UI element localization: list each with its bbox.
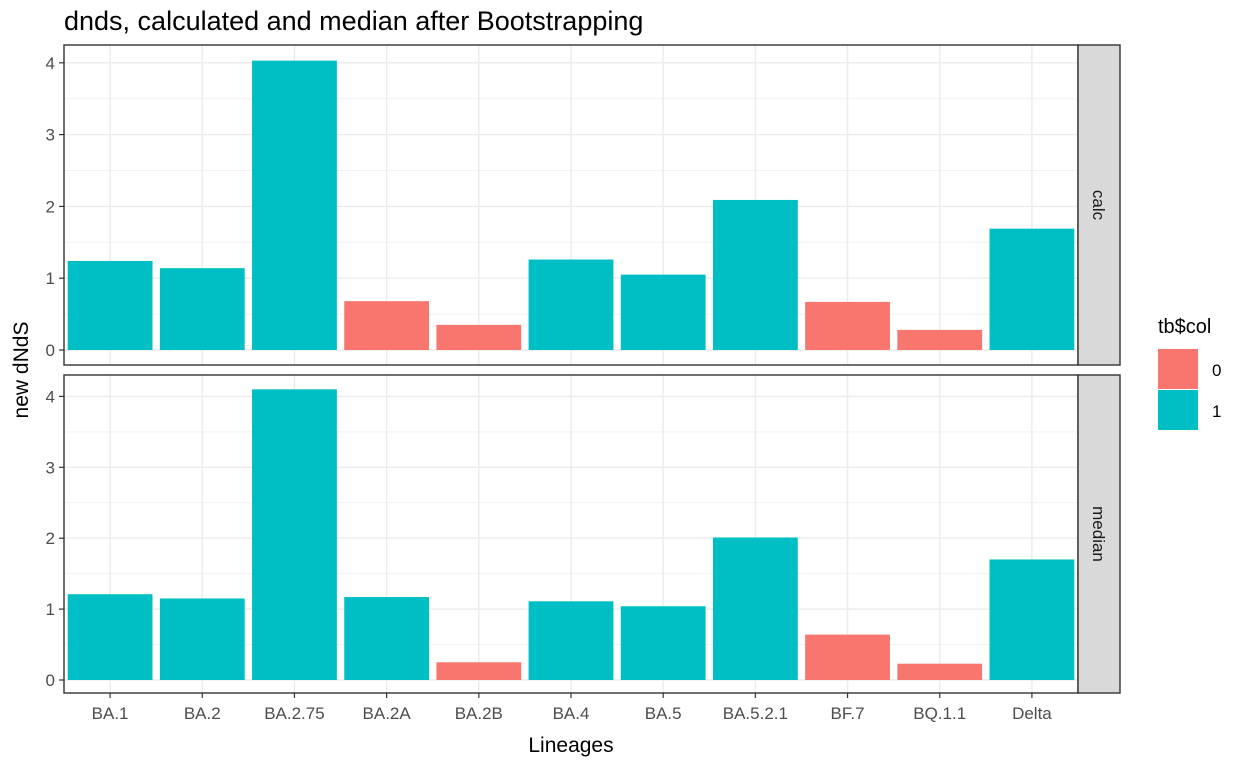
bar-median-BF.7 bbox=[805, 634, 890, 680]
y-axis-title: new dNdS bbox=[10, 322, 33, 419]
bar-calc-BA.2A bbox=[344, 301, 430, 350]
y-tick-label: 1 bbox=[46, 269, 55, 288]
y-tick-label: 0 bbox=[46, 341, 55, 360]
y-tick-label: 2 bbox=[46, 529, 55, 548]
chart-title: dnds, calculated and median after Bootst… bbox=[64, 6, 643, 36]
y-tick-label: 3 bbox=[46, 458, 55, 477]
x-tick-label: BA.4 bbox=[553, 704, 590, 723]
bar-median-BA.2B bbox=[436, 662, 522, 680]
legend-key-1 bbox=[1158, 390, 1198, 430]
y-tick-label: 2 bbox=[46, 197, 55, 216]
bar-median-Delta bbox=[989, 559, 1075, 680]
x-axis: BA.1 BA.2 BA.2.75 BA.2A BA.2B BA.4 BA.5 BA.5.2.… bbox=[92, 693, 1052, 723]
x-tick-label: BA.2 bbox=[184, 704, 221, 723]
x-tick-label: Delta bbox=[1012, 704, 1052, 723]
facet-label-calc: calc bbox=[1089, 190, 1108, 221]
x-tick-label: BA.5 bbox=[645, 704, 682, 723]
bar-calc-BA.2B bbox=[436, 324, 522, 350]
bar-median-BA.5.2.1 bbox=[712, 537, 798, 680]
bar-calc-BA.2 bbox=[159, 268, 245, 350]
legend-label-0: 0 bbox=[1212, 361, 1221, 380]
bar-calc-BQ.1.1 bbox=[897, 329, 983, 350]
bar-calc-BA.1 bbox=[67, 260, 153, 350]
x-tick-label: BF.7 bbox=[831, 704, 865, 723]
bar-median-BQ.1.1 bbox=[897, 663, 983, 680]
x-tick-label: BA.1 bbox=[92, 704, 129, 723]
x-tick-label: BA.2B bbox=[455, 704, 503, 723]
y-tick-label: 1 bbox=[46, 600, 55, 619]
legend-title: tb$col bbox=[1158, 316, 1211, 338]
y-tick-label: 4 bbox=[46, 387, 55, 406]
bar-median-BA.2 bbox=[159, 598, 245, 680]
y-tick-label: 3 bbox=[46, 126, 55, 145]
panel-calc: 0 1 2 3 4 calc bbox=[46, 44, 1121, 366]
legend-key-0 bbox=[1158, 349, 1198, 389]
y-tick-label: 4 bbox=[46, 54, 55, 73]
legend-label-1: 1 bbox=[1212, 402, 1221, 421]
bar-median-BA.5 bbox=[620, 606, 706, 680]
facet-label-median: median bbox=[1089, 506, 1108, 562]
x-tick-label: BA.2A bbox=[363, 704, 412, 723]
bar-median-BA.2A bbox=[344, 597, 430, 680]
facet-strip bbox=[1077, 44, 1121, 366]
bar-median-BA.4 bbox=[528, 601, 614, 680]
x-tick-label: BA.2.75 bbox=[264, 704, 325, 723]
bar-calc-BA.4 bbox=[528, 259, 614, 350]
bar-calc-Delta bbox=[989, 228, 1075, 350]
bar-calc-BA.5 bbox=[620, 274, 706, 350]
x-tick-label: BA.5.2.1 bbox=[723, 704, 788, 723]
x-tick-label: BQ.1.1 bbox=[913, 704, 966, 723]
bar-median-BA.2.75 bbox=[252, 389, 337, 680]
x-axis-title: Lineages bbox=[528, 734, 613, 757]
legend: tb$col 0 1 bbox=[1158, 316, 1221, 430]
y-tick-label: 0 bbox=[46, 671, 55, 690]
bar-calc-BF.7 bbox=[805, 301, 890, 350]
facet-strip bbox=[1077, 374, 1121, 694]
panel-median: 0 1 2 3 4 median bbox=[46, 374, 1121, 694]
bar-calc-BA.5.2.1 bbox=[712, 199, 798, 350]
bar-median-BA.1 bbox=[67, 594, 153, 680]
bar-calc-BA.2.75 bbox=[252, 60, 337, 351]
